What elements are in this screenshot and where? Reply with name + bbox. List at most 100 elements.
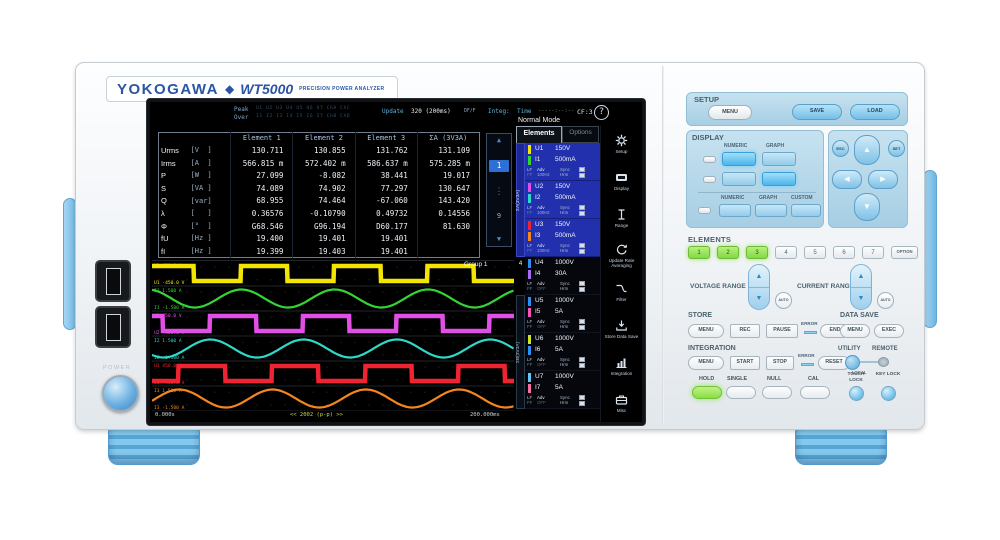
voltage-range-up[interactable]: ▲ bbox=[755, 272, 763, 280]
element-group-u1[interactable]: U1 150V I1 500mA LF FF Adv 100Hz Sync Hrm bbox=[525, 143, 600, 181]
help-icon[interactable]: ? bbox=[594, 105, 609, 120]
display-icon bbox=[616, 174, 627, 182]
touch-lock-button[interactable] bbox=[849, 386, 864, 401]
power-button[interactable] bbox=[102, 375, 139, 412]
touch-menu-update-averaging[interactable]: Update Rate Averaging bbox=[601, 237, 642, 274]
element-group-u4[interactable]: U4 1000V I4 30A LF FF Adv OFF Sync Hrm bbox=[525, 257, 600, 295]
element-group-u7[interactable]: U7 1000V I7 5A LF FF Adv OFF Sync Hrm bbox=[525, 371, 600, 409]
element-key-6[interactable]: 6 bbox=[833, 246, 855, 259]
page-down-icon[interactable]: ▼ bbox=[496, 235, 502, 243]
start-button[interactable]: START bbox=[730, 356, 760, 370]
table-page-scrollbar[interactable]: ▲ 1 ⋮ 9 ▼ bbox=[486, 133, 512, 247]
arrow-down-button[interactable]: ▼ bbox=[854, 193, 880, 221]
esc-button[interactable]: ESC bbox=[832, 140, 849, 157]
time-axis-end: 200.000ms bbox=[470, 412, 500, 418]
element-key-3[interactable]: 3 bbox=[746, 246, 768, 259]
svg-text:I2 1.500 A: I2 1.500 A bbox=[154, 338, 182, 344]
element-key-7[interactable]: 7 bbox=[862, 246, 884, 259]
touch-menu-range[interactable]: Range bbox=[601, 200, 642, 237]
element-group-u6[interactable]: U6 1000V I6 5A LF FF Adv OFF Sync Hrm bbox=[525, 333, 600, 371]
display-row2-indicator bbox=[703, 176, 716, 183]
touch-menu-label: Setup bbox=[615, 149, 628, 155]
touch-menu-store-data-save[interactable]: Store Data Save bbox=[601, 311, 642, 348]
tab-options[interactable]: Options bbox=[562, 126, 599, 143]
voltage-range-down[interactable]: ▼ bbox=[749, 287, 769, 309]
waveform-trace-U3 bbox=[152, 363, 514, 384]
integration-menu-button[interactable]: MENU bbox=[688, 356, 724, 370]
single-button[interactable] bbox=[726, 386, 756, 399]
element-group-u3[interactable]: U3 150V I3 500mA LF FF Adv 100Hz Sync Hrm bbox=[525, 219, 600, 257]
element-key-5[interactable]: 5 bbox=[804, 246, 826, 259]
touch-menu-label: Integration bbox=[610, 371, 633, 377]
element-group-u5[interactable]: U5 1000V I5 5A LF FF Adv OFF Sync Hrm bbox=[525, 295, 600, 333]
save-button[interactable]: SAVE bbox=[792, 104, 842, 120]
display2-numeric-button[interactable] bbox=[722, 172, 756, 186]
touch-menu-integration[interactable]: Integration bbox=[601, 348, 642, 385]
single-label: SINGLE bbox=[727, 376, 748, 382]
setup-menu-button[interactable]: MENU bbox=[708, 105, 752, 120]
display1-graph-button[interactable] bbox=[762, 152, 796, 166]
pause-button[interactable]: PAUSE bbox=[766, 324, 798, 338]
display3-numeric-button[interactable] bbox=[719, 204, 751, 217]
time-label: Time bbox=[517, 108, 532, 115]
update-suffix: DF/F bbox=[464, 109, 476, 114]
display1-numeric-button[interactable] bbox=[722, 152, 756, 166]
null-button[interactable] bbox=[762, 386, 792, 399]
display-row3-indicator bbox=[698, 207, 711, 214]
touch-menu-filter[interactable]: Filter bbox=[601, 274, 642, 311]
cal-label: CAL bbox=[808, 376, 820, 382]
waveform-traces: U1 450.0 V U1 -450.0 V I1 1.500 A I1 -1.500… bbox=[152, 263, 514, 411]
data-save-menu-button[interactable]: MENU bbox=[840, 324, 870, 338]
arrow-left-button[interactable]: ◀ bbox=[832, 170, 862, 189]
display3-graph-button[interactable] bbox=[755, 204, 787, 217]
option-button[interactable]: OPTION bbox=[891, 246, 918, 259]
table-row: Irms [A ] 566.815 m 572.402 m 586.637 m 575.2… bbox=[159, 157, 480, 170]
display-graph-label: GRAPH bbox=[766, 143, 785, 149]
key-lock-button[interactable] bbox=[881, 386, 896, 401]
waveform-display[interactable]: U1 450.0 V U1 -450.0 V I1 1.500 A I1 -1.500… bbox=[152, 260, 514, 411]
current-range-down[interactable]: ▼ bbox=[851, 287, 871, 309]
voltage-range-rocker[interactable]: ▲ ▼ bbox=[748, 264, 770, 310]
load-button[interactable]: LOAD bbox=[850, 104, 900, 120]
lcd-screen[interactable]: Peak U1 U2 U3 U4 U5 U6 U7 ChA ChC Over I… bbox=[150, 102, 642, 422]
page-up-icon[interactable]: ▲ bbox=[496, 136, 502, 144]
arrow-up-button[interactable]: ▲ bbox=[854, 135, 880, 165]
svg-text:U1 450.0 V: U1 450.0 V bbox=[154, 263, 182, 269]
wiring-group-sigma-b: ΣB(3V3A) bbox=[516, 295, 525, 409]
touch-menu-misc[interactable]: Misc bbox=[601, 385, 642, 422]
cal-button[interactable] bbox=[800, 386, 830, 399]
arrow-right-button[interactable]: ▶ bbox=[868, 170, 898, 189]
element-group-u2[interactable]: U2 150V I2 500mA LF FF Adv 100Hz Sync Hrm bbox=[525, 181, 600, 219]
current-auto-button[interactable]: AUTO bbox=[877, 292, 894, 309]
voltage-auto-button[interactable]: AUTO bbox=[775, 292, 792, 309]
display3-custom-button[interactable] bbox=[791, 204, 821, 217]
svg-text:I2 -1.500 A: I2 -1.500 A bbox=[154, 355, 185, 361]
touch-menu-display[interactable]: Display bbox=[601, 163, 642, 200]
store-menu-button[interactable]: MENU bbox=[688, 324, 724, 338]
display2-graph-button[interactable] bbox=[762, 172, 796, 186]
local-utility-button[interactable] bbox=[845, 355, 860, 370]
update-label: Update bbox=[382, 108, 404, 115]
element-key-2[interactable]: 2 bbox=[717, 246, 739, 259]
current-range-up[interactable]: ▲ bbox=[857, 272, 865, 280]
display-divider bbox=[698, 192, 816, 193]
svg-text:U2 -450.0 V: U2 -450.0 V bbox=[154, 330, 185, 336]
tab-elements[interactable]: Elements bbox=[516, 126, 562, 143]
data-save-exec-button[interactable]: EXEC bbox=[874, 324, 904, 338]
rec-button[interactable]: REC bbox=[730, 324, 760, 338]
svg-text:U1 -450.0 V: U1 -450.0 V bbox=[154, 280, 185, 286]
current-page[interactable]: 1 bbox=[489, 160, 509, 172]
update-value: 320 (200ms) bbox=[411, 108, 451, 115]
stop-button[interactable]: STOP bbox=[766, 356, 794, 370]
current-range-rocker[interactable]: ▲ ▼ bbox=[850, 264, 872, 310]
last-page[interactable]: 9 bbox=[496, 212, 502, 220]
element-key-4[interactable]: 4 bbox=[775, 246, 797, 259]
remote-connector-line bbox=[860, 361, 880, 363]
set-button[interactable]: SET bbox=[888, 140, 905, 157]
hold-button[interactable] bbox=[692, 386, 722, 399]
time-axis-start: 0.000s bbox=[155, 412, 175, 418]
update-averaging-icon bbox=[616, 243, 627, 255]
element-key-1[interactable]: 1 bbox=[688, 246, 710, 259]
touch-menu-setup[interactable]: Setup bbox=[601, 126, 642, 163]
